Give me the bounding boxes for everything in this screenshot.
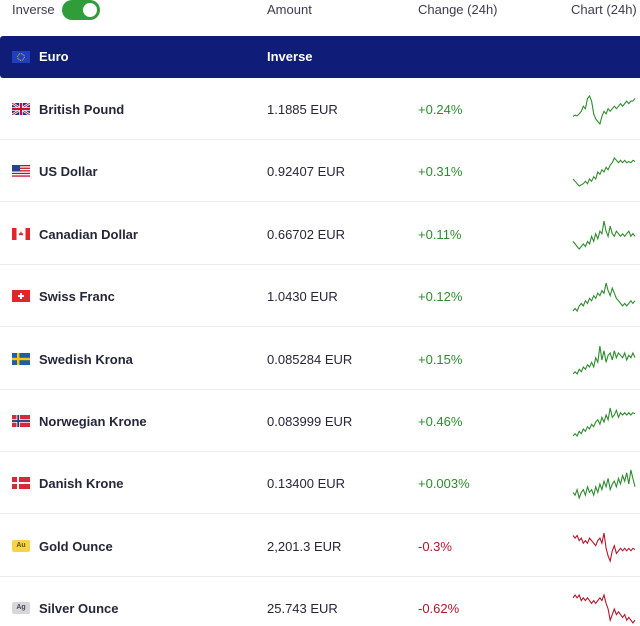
change-column-header[interactable]: Change (24h) — [418, 2, 498, 17]
sparkline-chart[interactable] — [572, 468, 636, 501]
sparkline-series — [572, 532, 636, 563]
sparkline-chart[interactable] — [572, 344, 636, 376]
chart-column-header: Chart (24h) — [571, 2, 637, 17]
us-flag-icon — [12, 165, 30, 178]
sparkline-chart[interactable] — [572, 94, 636, 126]
sparkline-chart[interactable] — [572, 156, 636, 188]
currency-amount: 0.66702 EUR — [267, 226, 346, 242]
currency-amount: 0.13400 EUR — [267, 476, 346, 492]
swiss-flag-icon — [12, 290, 30, 303]
amount-column-header[interactable]: Amount — [267, 2, 312, 17]
currency-name-link[interactable]: Canadian Dollar — [39, 226, 138, 242]
currency-amount: 1.1885 EUR — [267, 102, 338, 117]
currency-name-link[interactable]: Norwegian Krone — [39, 414, 147, 429]
silver-badge-icon: Ag — [12, 602, 30, 615]
currency-name-link[interactable]: Silver Ounce — [39, 601, 119, 617]
sparkline-chart[interactable] — [572, 593, 636, 625]
change-percent: +0.31% — [418, 164, 463, 180]
change-percent: +0.24% — [418, 102, 463, 117]
base-currency-row[interactable]: Euro Inverse — [0, 36, 640, 78]
currency-name-link[interactable]: Gold Ounce — [39, 538, 113, 554]
toggle-knob — [83, 3, 97, 17]
currency-row[interactable]: Swiss Franc 1.0430 EUR +0.12% — [0, 265, 640, 328]
currency-name-link[interactable]: Swiss Franc — [39, 289, 115, 305]
currency-row[interactable]: Ag Silver Ounce 25.743 EUR -0.62% — [0, 577, 640, 626]
currency-amount: 0.085284 EUR — [267, 351, 353, 367]
currency-row[interactable]: British Pound 1.1885 EUR +0.24% — [0, 78, 640, 140]
change-percent: +0.003% — [418, 476, 470, 492]
currency-row[interactable]: Au Gold Ounce 2,201.3 EUR -0.3% — [0, 515, 640, 577]
norway-flag-icon — [12, 415, 30, 427]
sparkline-chart[interactable] — [572, 406, 636, 438]
change-percent: +0.12% — [418, 289, 463, 305]
sparkline-series — [572, 470, 636, 501]
inverse-toggle-label: Inverse — [12, 2, 55, 17]
sweden-flag-icon — [12, 352, 30, 365]
currency-name-link[interactable]: Swedish Krona — [39, 351, 133, 367]
column-header-row: Inverse Amount Change (24h) Chart (24h) — [0, 0, 640, 22]
change-percent: -0.62% — [418, 601, 460, 617]
sparkline-chart[interactable] — [572, 531, 636, 563]
sparkline-series — [572, 407, 636, 438]
currency-amount: 0.92407 EUR — [267, 164, 346, 180]
currency-row[interactable]: Swedish Krona 0.085284 EUR +0.15% — [0, 328, 640, 390]
uk-flag-icon — [12, 103, 30, 115]
sparkline-series — [572, 345, 636, 375]
currency-amount: 0.083999 EUR — [267, 414, 353, 429]
gold-badge-icon: Au — [12, 539, 30, 552]
sparkline-series — [572, 157, 636, 188]
change-percent: +0.15% — [418, 351, 463, 367]
currency-name-link[interactable]: US Dollar — [39, 164, 98, 180]
denmark-flag-icon — [12, 477, 30, 490]
sparkline-chart[interactable] — [572, 281, 636, 313]
change-percent: +0.11% — [418, 226, 462, 242]
currency-row[interactable]: Canadian Dollar 0.66702 EUR +0.11% — [0, 203, 640, 265]
currency-row[interactable]: Norwegian Krone 0.083999 EUR +0.46% — [0, 390, 640, 452]
currency-name-link[interactable]: Danish Krone — [39, 476, 124, 492]
sparkline-chart[interactable] — [572, 219, 636, 251]
base-currency-mode: Inverse — [267, 49, 313, 64]
currency-row[interactable]: Danish Krone 0.13400 EUR +0.003% — [0, 452, 640, 515]
sparkline-series — [572, 283, 636, 313]
currency-amount: 25.743 EUR — [267, 601, 338, 617]
currency-amount: 2,201.3 EUR — [267, 538, 342, 554]
change-percent: +0.46% — [418, 414, 463, 429]
currency-amount: 1.0430 EUR — [267, 289, 338, 305]
canada-flag-icon — [12, 227, 30, 240]
sparkline-series — [572, 593, 636, 625]
sparkline-series — [572, 94, 636, 126]
inverse-toggle-switch[interactable] — [62, 0, 100, 20]
currency-name-link[interactable]: British Pound — [39, 102, 125, 117]
base-currency-name: Euro — [39, 49, 69, 64]
eu-flag-icon — [12, 51, 30, 63]
currency-row[interactable]: US Dollar 0.92407 EUR +0.31% — [0, 140, 640, 203]
change-percent: -0.3% — [418, 538, 452, 554]
sparkline-series — [572, 220, 636, 250]
